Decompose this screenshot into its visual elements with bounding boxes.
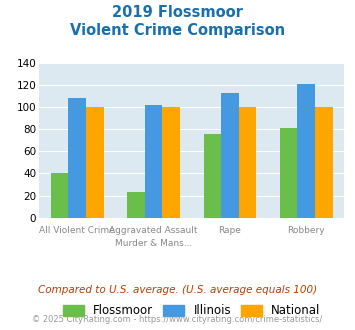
Text: Aggravated Assault: Aggravated Assault (109, 226, 198, 235)
Bar (221, 93, 239, 218)
Text: Murder & Mans...: Murder & Mans... (115, 239, 192, 248)
Bar (127, 192, 145, 218)
Bar (86, 107, 104, 218)
Bar (162, 107, 180, 218)
Text: Robbery: Robbery (288, 226, 325, 235)
Bar (280, 128, 297, 218)
Text: Compared to U.S. average. (U.S. average equals 100): Compared to U.S. average. (U.S. average … (38, 285, 317, 295)
Bar (69, 98, 86, 218)
Text: © 2025 CityRating.com - https://www.cityrating.com/crime-statistics/: © 2025 CityRating.com - https://www.city… (32, 315, 323, 324)
Legend: Flossmoor, Illinois, National: Flossmoor, Illinois, National (62, 304, 321, 317)
Text: 2019 Flossmoor: 2019 Flossmoor (112, 5, 243, 20)
Bar (297, 84, 315, 218)
Text: All Violent Crime: All Violent Crime (39, 226, 115, 235)
Bar (239, 107, 256, 218)
Bar (203, 134, 221, 218)
Text: Rape: Rape (218, 226, 241, 235)
Bar (315, 107, 333, 218)
Text: Violent Crime Comparison: Violent Crime Comparison (70, 23, 285, 38)
Bar (51, 174, 69, 218)
Bar (145, 105, 162, 218)
